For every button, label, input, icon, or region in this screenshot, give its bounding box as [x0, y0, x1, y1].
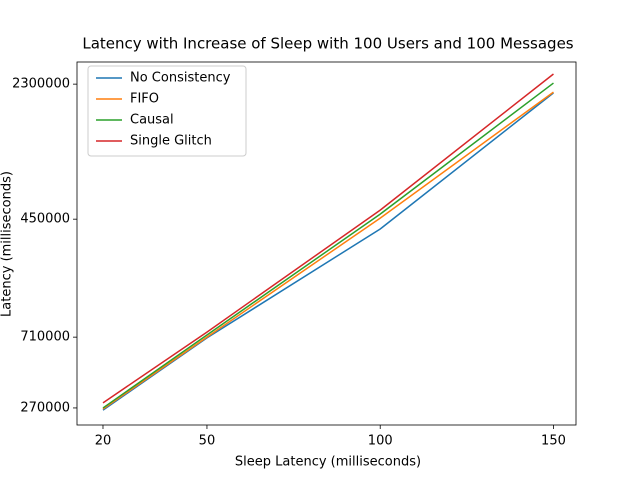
plot-frame [76, 61, 577, 426]
legend-label: Single Glitch [130, 134, 212, 149]
y-tick-label: 710000 [20, 330, 70, 345]
legend-label: Causal [130, 113, 174, 128]
legend-label: FIFO [130, 92, 159, 107]
legend-box [87, 65, 247, 157]
y-tick-label: 270000 [20, 400, 70, 415]
chart-title: Latency with Increase of Sleep with 100 … [82, 35, 573, 53]
x-tick-label: 50 [199, 434, 216, 449]
y-tick-label: 450000 [20, 212, 70, 227]
x-tick-label: 20 [95, 434, 112, 449]
series-line [102, 91, 554, 410]
x-tick-label: 150 [541, 434, 566, 449]
series-line [102, 82, 554, 409]
series-line [102, 73, 554, 404]
x-tick-label: 100 [368, 434, 393, 449]
y-tick-label: 2300000 [12, 77, 70, 92]
y-axis-label: Latency (milliseconds) [0, 171, 15, 317]
x-axis-label: Sleep Latency (milliseconds) [235, 455, 421, 470]
legend-label: No Consistency [130, 71, 231, 86]
